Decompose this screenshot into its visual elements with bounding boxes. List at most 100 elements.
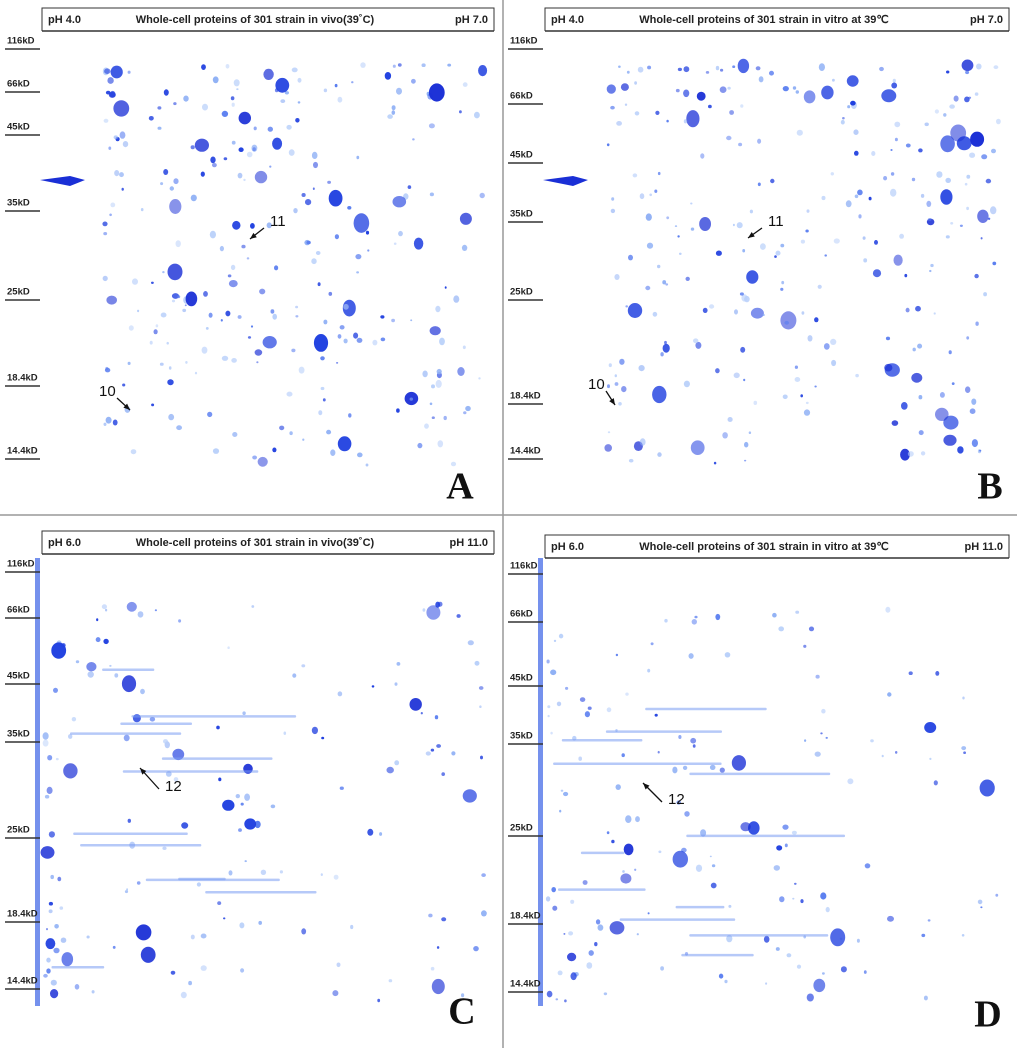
protein-spot [478, 686, 484, 690]
protein-spot [637, 66, 644, 73]
protein-spot [881, 754, 884, 758]
protein-spot [478, 65, 488, 77]
protein-spot [295, 118, 300, 123]
protein-spot [665, 283, 669, 286]
protein-spot [614, 382, 619, 386]
protein-spot [105, 608, 108, 612]
protein-spot [639, 193, 645, 200]
protein-spot [594, 942, 598, 947]
protein-spot [794, 365, 799, 369]
protein-spot [246, 151, 253, 158]
protein-spot [474, 660, 480, 666]
protein-spot [332, 990, 339, 997]
protein-spot [353, 332, 359, 339]
protein-spot [709, 855, 712, 858]
gel-streak [689, 772, 831, 776]
protein-spot [450, 461, 457, 467]
protein-spot [481, 910, 487, 917]
protein-spot [55, 757, 59, 761]
protein-spot [163, 739, 168, 744]
protein-spot [892, 78, 896, 83]
protein-spot [983, 292, 987, 297]
protein-spot [924, 122, 929, 127]
protein-spot [306, 240, 311, 245]
protein-spot [993, 65, 999, 70]
protein-spot [53, 687, 58, 693]
protein-spot [101, 604, 107, 610]
protein-spot [763, 935, 770, 943]
protein-spot [884, 363, 893, 372]
mw-label: 116kD [7, 559, 35, 570]
protein-spot [724, 652, 731, 658]
protein-spot [238, 147, 244, 152]
protein-spot [940, 189, 953, 205]
gel-streak [161, 757, 273, 760]
arrow-head [609, 398, 615, 405]
protein-spot [422, 370, 428, 378]
protein-spot [237, 172, 243, 179]
protein-spot [805, 229, 809, 233]
protein-spot [439, 337, 445, 346]
protein-spot [621, 753, 625, 758]
protein-spot [825, 906, 830, 913]
protein-spot [911, 177, 916, 182]
protein-spot [609, 921, 625, 935]
protein-spot [434, 715, 439, 720]
protein-spot [298, 366, 305, 374]
protein-spot [411, 78, 416, 84]
protein-spot [654, 189, 658, 193]
protein-spot [320, 386, 325, 391]
protein-spot [149, 340, 153, 345]
protein-spot [821, 195, 826, 201]
protein-spot [237, 315, 242, 319]
protein-spot [170, 970, 176, 975]
protein-spot [360, 62, 366, 68]
protein-spot [990, 206, 997, 215]
protein-spot [755, 66, 761, 71]
protein-spot [965, 70, 970, 75]
protein-spot [750, 307, 764, 319]
protein-spot [163, 169, 169, 175]
gel-streak [35, 558, 40, 1006]
protein-spot [691, 619, 697, 625]
protein-spot [619, 358, 625, 365]
protein-spot [109, 664, 112, 667]
protein-spot [388, 979, 393, 983]
protein-spot [313, 334, 329, 352]
protein-spot [301, 928, 307, 935]
protein-spot [272, 313, 278, 320]
protein-spot [800, 394, 803, 398]
protein-spot [457, 367, 465, 376]
protein-spot [823, 343, 830, 350]
protein-spot [803, 90, 816, 104]
protein-spot [216, 725, 220, 730]
protein-spot [832, 78, 835, 82]
protein-spot [814, 751, 821, 757]
protein-spot [127, 818, 131, 823]
protein-spot [119, 131, 126, 139]
protein-spot [646, 242, 654, 249]
protein-spot [384, 72, 392, 80]
gel-streak [686, 834, 845, 838]
protein-spot [171, 293, 180, 299]
protein-spot [645, 213, 652, 221]
protein-spot [677, 235, 680, 238]
protein-spot [456, 614, 461, 618]
protein-spot [929, 269, 932, 273]
mw-label: 14.4kD [510, 446, 541, 457]
protein-spot [926, 200, 932, 207]
protein-spot [221, 355, 229, 361]
protein-spot [105, 416, 112, 424]
protein-spot [236, 88, 239, 91]
gel-streak [538, 558, 543, 1006]
mw-label: 25kD [510, 287, 533, 298]
protein-spot [711, 864, 716, 868]
protein-spot [863, 258, 868, 263]
protein-spot [683, 380, 691, 388]
protein-spot [582, 880, 588, 885]
protein-spot [109, 90, 116, 98]
protein-spot [951, 382, 955, 385]
protein-spot [977, 899, 983, 905]
protein-spot [772, 612, 777, 618]
protein-spot [267, 126, 273, 132]
